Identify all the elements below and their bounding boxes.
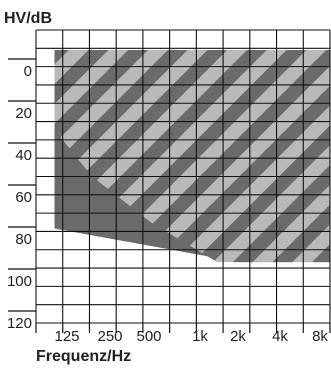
x-axis-label: Frequenz/Hz bbox=[36, 348, 131, 365]
y-tick-label: 80 bbox=[15, 231, 32, 248]
y-tick-label: 40 bbox=[15, 147, 32, 164]
x-tick-label: 500 bbox=[136, 328, 161, 345]
y-tick-label: 60 bbox=[15, 189, 32, 206]
x-tick-label: 8k bbox=[312, 328, 328, 345]
x-tick-label: 1k bbox=[192, 328, 208, 345]
y-tick-label: 100 bbox=[7, 273, 32, 290]
x-tick-label: 250 bbox=[97, 328, 122, 345]
y-tick-label: 120 bbox=[7, 315, 32, 332]
y-tick-labels: 0 20 40 60 80 100 120 bbox=[7, 63, 32, 332]
plot-regions bbox=[54, 50, 330, 263]
tick-marks bbox=[8, 58, 331, 333]
x-tick-label: 4k bbox=[272, 328, 288, 345]
y-axis-label: HV/dB bbox=[4, 10, 52, 27]
x-tick-labels: 125 250 500 1k 2k 4k 8k bbox=[54, 328, 328, 345]
y-tick-label: 0 bbox=[24, 63, 32, 80]
x-tick-label: 125 bbox=[54, 328, 79, 345]
y-tick-label: 20 bbox=[15, 105, 32, 122]
x-tick-label: 2k bbox=[230, 328, 246, 345]
grid-lines bbox=[35, 29, 331, 324]
